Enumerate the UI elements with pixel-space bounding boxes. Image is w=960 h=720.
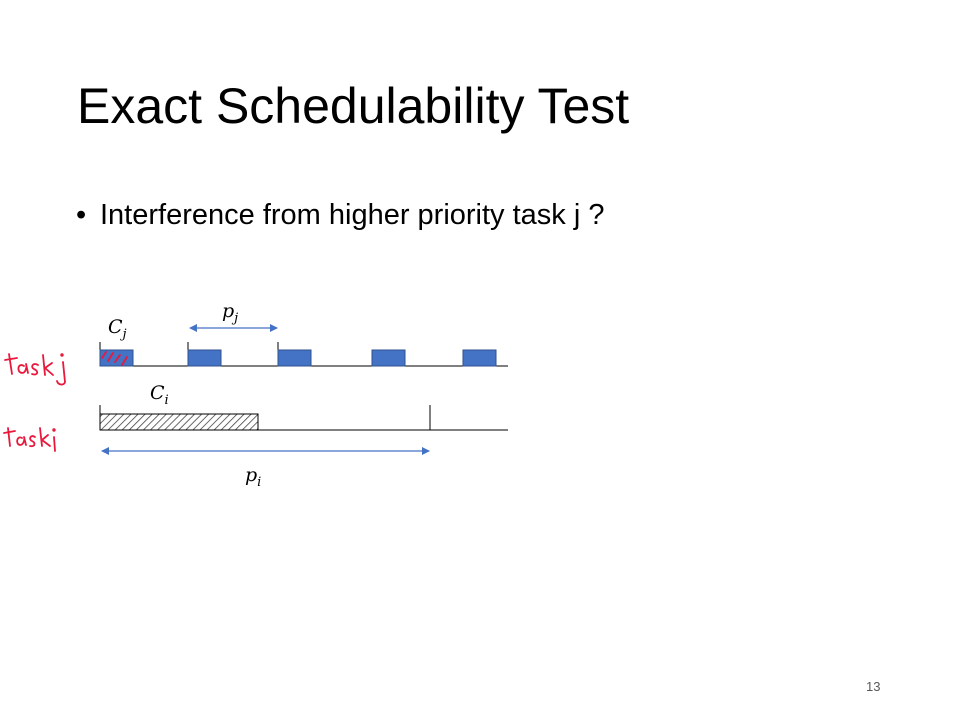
task-i-timeline [99,405,508,431]
slide-title: Exact Schedulability Test [77,78,630,134]
task-j-timeline [99,342,508,367]
handwritten-cj-hatch [101,351,128,366]
cj-label: Cj [108,316,127,342]
task-j-job-3 [277,349,312,367]
page-number: 13 [866,679,881,694]
task-j-job-4 [371,349,406,367]
pi-label: pi [245,464,261,490]
ci-label: Ci [150,382,169,408]
task-i-job-hatched [99,413,259,431]
task-j-job-5 [462,349,497,367]
handwritten-task-j [4,353,66,386]
task-j-job-2 [187,349,222,367]
bullet-symbol: • [76,199,87,231]
bullet-item: • Interference from higher priority task … [76,197,604,233]
pj-label: pj [222,300,238,326]
bullet-text: Interference from higher priority task j… [100,199,605,231]
handwritten-task-i [3,427,56,452]
